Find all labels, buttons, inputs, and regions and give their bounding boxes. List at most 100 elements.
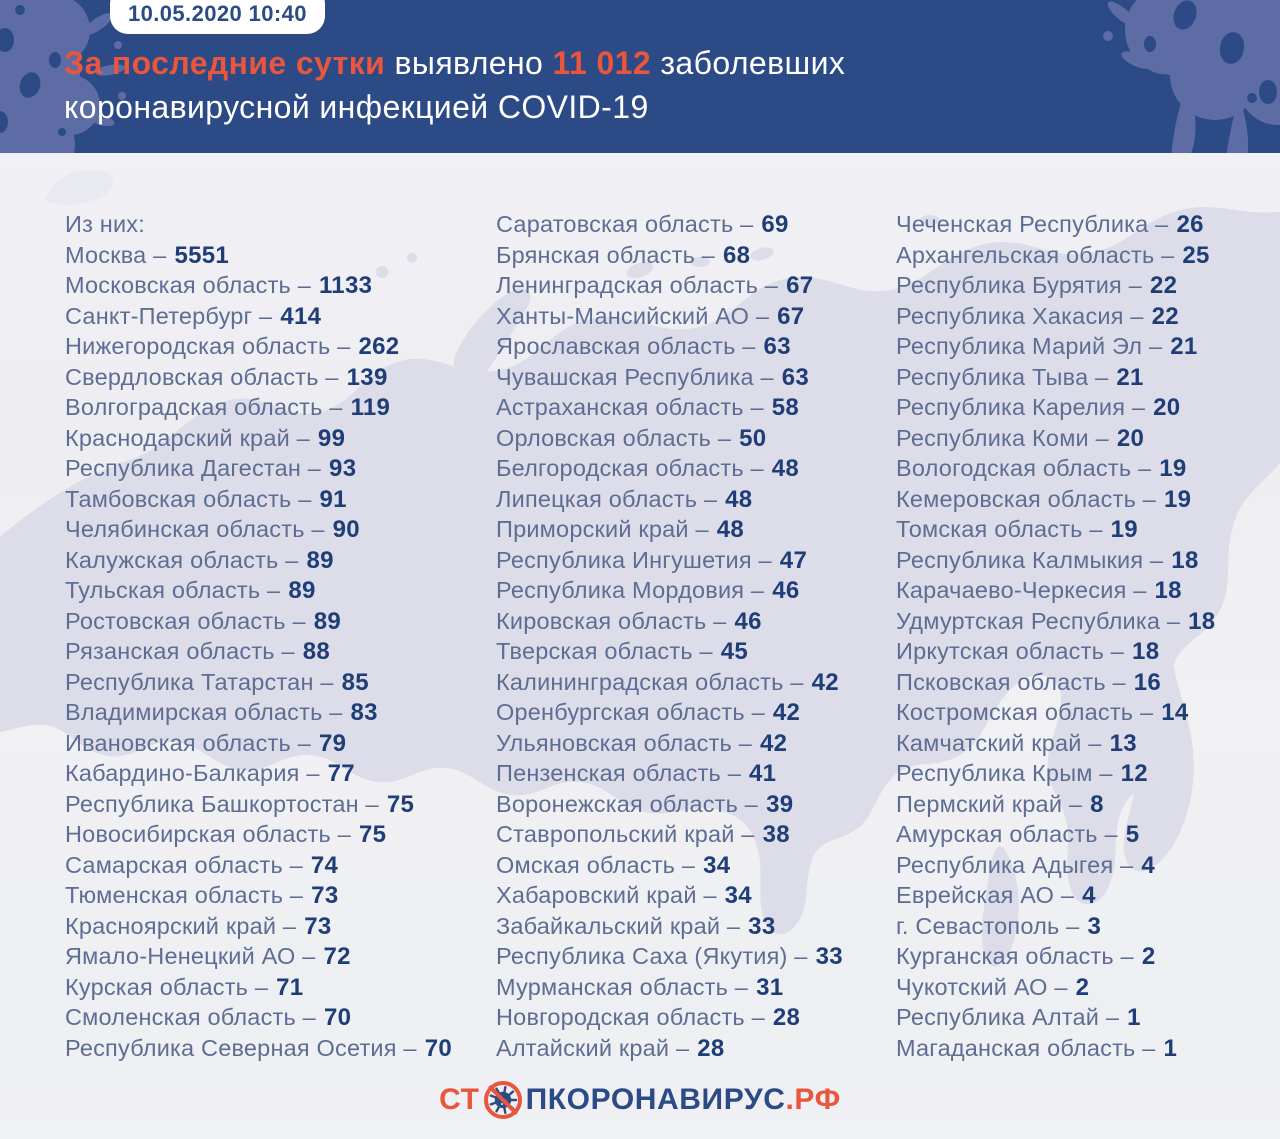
- region-count: 22: [1149, 272, 1178, 299]
- region-name: Карачаево-Черкесия –: [896, 577, 1147, 603]
- region-row: Псковская область – 16: [896, 669, 1215, 700]
- region-count: 28: [772, 1004, 801, 1031]
- region-count: 48: [716, 516, 745, 543]
- region-row: Республика Коми – 20: [896, 425, 1215, 456]
- region-count: 5551: [174, 241, 230, 269]
- region-count: 46: [772, 577, 800, 604]
- region-count: 14: [1161, 699, 1189, 726]
- region-name: Ставропольский край –: [496, 821, 755, 847]
- region-count: 50: [739, 424, 767, 452]
- footer-logo: СТ ПКОРОНАВИРУС .РФ: [0, 1079, 1280, 1121]
- region-name: Самарская область –: [65, 851, 303, 878]
- region-name: Магаданская область –: [896, 1034, 1156, 1061]
- region-count: 414: [280, 302, 322, 330]
- region-row: Республика Башкортостан – 75: [65, 791, 452, 822]
- region-name: Смоленская область –: [65, 1004, 316, 1030]
- region-name: Республика Башкортостан –: [65, 790, 379, 817]
- region-count: 90: [332, 516, 360, 543]
- region-row: Ярославская область – 63: [496, 333, 843, 364]
- region-name: Забайкальский край –: [496, 912, 741, 939]
- region-row: Алтайский край – 28: [496, 1035, 843, 1066]
- region-name: Кемеровская область –: [896, 485, 1157, 512]
- region-name: Санкт-Петербург –: [65, 302, 273, 329]
- region-name: Чукотский АО –: [896, 973, 1068, 1000]
- region-count: 85: [341, 668, 369, 696]
- headline-accent-period: За последние сутки: [64, 45, 386, 81]
- region-name: Белгородская область –: [496, 455, 764, 481]
- region-name: Волгоградская область –: [65, 394, 343, 420]
- region-row: Москва – 5551: [65, 242, 452, 273]
- region-count: 3: [1087, 912, 1102, 940]
- region-name: Московская область –: [65, 272, 311, 298]
- region-count: 1133: [318, 272, 373, 299]
- region-count: 73: [311, 882, 339, 909]
- region-count: 93: [329, 455, 357, 482]
- region-name: Республика Крым –: [896, 760, 1113, 786]
- headline-text-2: заболевших: [651, 45, 846, 81]
- region-row: Иркутская область – 18: [896, 638, 1215, 669]
- region-name: Республика Северная Осетия –: [65, 1034, 417, 1061]
- region-count: 42: [811, 668, 839, 696]
- region-count: 18: [1171, 546, 1199, 574]
- region-name: Новосибирская область –: [65, 821, 351, 847]
- region-row: Чеченская Республика – 26: [896, 211, 1215, 242]
- region-name: Калужская область –: [65, 546, 299, 573]
- region-row: Удмуртская Республика – 18: [896, 608, 1215, 639]
- region-row: Республика Ингушетия – 47: [496, 547, 843, 578]
- region-row: Астраханская область – 58: [496, 394, 843, 425]
- region-name: Республика Мордовия –: [496, 577, 765, 603]
- region-row: Республика Дагестан – 93: [65, 455, 452, 486]
- region-row: Республика Калмыкия – 18: [896, 547, 1215, 578]
- region-count: 89: [288, 577, 316, 604]
- region-count: 70: [323, 1004, 352, 1031]
- region-count: 38: [762, 821, 790, 848]
- region-name: Чеченская Республика –: [896, 211, 1169, 237]
- virus-blob-decoration: [0, 0, 1280, 153]
- region-name: Калининградская область –: [496, 668, 804, 695]
- russia-map: [0, 169, 1280, 967]
- region-name: Республика Алтай –: [896, 1004, 1120, 1030]
- region-name: Саратовская область –: [496, 211, 754, 237]
- region-row: Новгородская область – 28: [496, 1004, 843, 1035]
- region-name: Тамбовская область –: [65, 485, 312, 512]
- region-count: 99: [317, 424, 346, 452]
- region-count: 58: [771, 394, 800, 421]
- region-name: Республика Татарстан –: [65, 668, 334, 695]
- region-count: 69: [761, 211, 789, 238]
- region-name: Тверская область –: [496, 638, 713, 664]
- region-row: Республика Северная Осетия – 70: [65, 1035, 452, 1066]
- region-count: 20: [1153, 394, 1181, 421]
- region-count: 63: [763, 333, 791, 360]
- region-count: 77: [327, 760, 355, 787]
- region-name: Челябинская область –: [65, 516, 325, 542]
- region-row: Республика Карелия – 20: [896, 394, 1215, 425]
- list-intro: Из них:: [65, 211, 145, 237]
- region-name: Еврейская АО –: [896, 882, 1075, 908]
- region-name: Пермский край –: [896, 790, 1083, 817]
- timestamp: 10.05.2020 10:40: [128, 1, 307, 26]
- region-name: Алтайский край –: [496, 1034, 690, 1061]
- region-count: 1: [1163, 1034, 1178, 1062]
- region-row: Забайкальский край – 33: [496, 913, 843, 944]
- region-row: Белгородская область – 48: [496, 455, 843, 486]
- region-count: 262: [358, 333, 400, 360]
- region-name: Курская область –: [65, 973, 269, 1000]
- region-name: Ивановская область –: [65, 729, 311, 756]
- region-count: 18: [1154, 577, 1182, 604]
- region-row: Воронежская область – 39: [496, 791, 843, 822]
- region-name: Иркутская область –: [896, 638, 1125, 664]
- region-row: Омская область – 34: [496, 852, 843, 883]
- region-row: Владимирская область – 83: [65, 699, 452, 730]
- region-name: Ханты-Мансийский АО –: [496, 302, 770, 329]
- region-count: 8: [1090, 790, 1104, 818]
- region-row: Ханты-Мансийский АО – 67: [496, 303, 843, 334]
- region-row: Кемеровская область – 19: [896, 486, 1215, 517]
- region-row: Республика Крым – 12: [896, 760, 1215, 791]
- region-count: 1: [1127, 1004, 1141, 1031]
- region-name: Свердловская область –: [65, 363, 339, 390]
- region-name: Владимирская область –: [65, 699, 343, 725]
- region-count: 16: [1133, 668, 1162, 696]
- region-count: 70: [424, 1034, 452, 1062]
- region-name: Астраханская область –: [496, 394, 764, 420]
- region-count: 42: [772, 699, 801, 726]
